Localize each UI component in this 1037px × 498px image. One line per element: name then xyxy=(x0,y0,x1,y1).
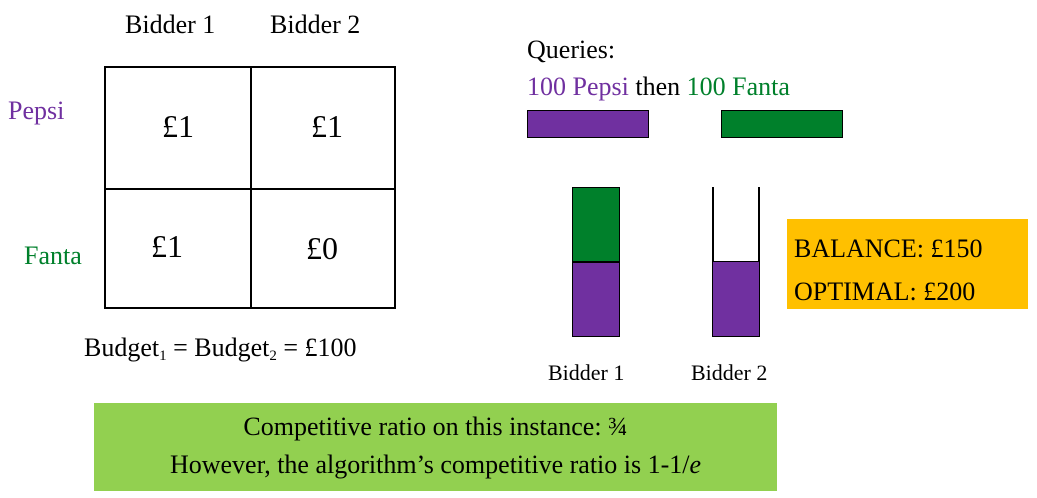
matrix-divider-vertical xyxy=(250,68,252,307)
cell-pepsi-bidder-1: £1 xyxy=(162,108,194,144)
bid-matrix: £1 £1 £1 £0 xyxy=(104,66,396,309)
instance-ratio-text: Competitive ratio on this instance: ¾ xyxy=(243,412,628,441)
cell-fanta-bidder-1: £1 xyxy=(151,228,183,264)
cell-fanta-bidder-2: £0 xyxy=(306,230,338,266)
result-box: BALANCE: £150 OPTIMAL: £200 xyxy=(787,219,1028,309)
budget-equation: Budget1 = Budget2 = £100 xyxy=(84,333,357,364)
query-fanta: 100 Fanta xyxy=(686,72,790,101)
bidder-1-caption: Bidder 1 xyxy=(548,360,625,385)
algorithm-ratio-text: However, the algorithm’s competitive rat… xyxy=(169,450,702,479)
column-header-bidder-1: Bidder 1 xyxy=(125,10,216,39)
row-label-pepsi: Pepsi xyxy=(8,96,65,125)
column-header-bidder-2: Bidder 2 xyxy=(270,10,361,39)
queries-title: Queries: xyxy=(527,35,616,64)
cell-pepsi-bidder-2: £1 xyxy=(311,108,343,144)
bidder-2-pepsi-segment xyxy=(712,261,760,337)
bidder-2-caption: Bidder 2 xyxy=(691,360,768,385)
query-pepsi: 100 Pepsi xyxy=(527,72,629,101)
fanta-query-bar xyxy=(721,110,843,138)
matrix-divider-horizontal xyxy=(106,188,394,190)
optimal-result: OPTIMAL: £200 xyxy=(794,277,976,306)
bidder-1-fanta-segment xyxy=(572,187,620,262)
bidder-2-budget-bar xyxy=(712,187,760,337)
bidder-1-pepsi-segment xyxy=(572,262,620,337)
bidder-1-budget-bar xyxy=(572,187,620,337)
pepsi-query-bar xyxy=(527,110,649,138)
balance-result: BALANCE: £150 xyxy=(794,234,983,263)
query-then: then xyxy=(628,72,687,101)
competitive-ratio-box: Competitive ratio on this instance: ¾ Ho… xyxy=(94,403,777,491)
queries-sequence: 100 Pepsi then 100 Fanta xyxy=(527,72,790,102)
row-label-fanta: Fanta xyxy=(24,241,82,270)
